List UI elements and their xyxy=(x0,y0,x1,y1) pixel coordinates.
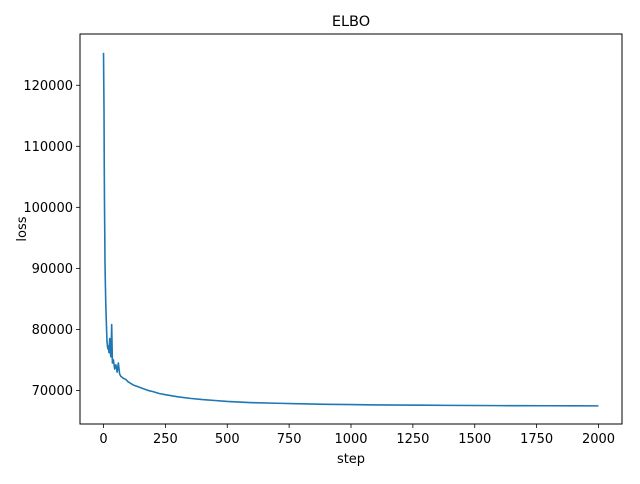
x-tick-label: 1250 xyxy=(396,432,429,447)
plot-area xyxy=(102,52,599,407)
x-tick-label: 2000 xyxy=(582,432,615,447)
chart-title: ELBO xyxy=(332,14,370,30)
y-tick-label: 110000 xyxy=(23,140,73,155)
y-tick-label: 120000 xyxy=(23,79,73,94)
series-line-0 xyxy=(102,52,599,407)
axes-frame xyxy=(79,33,623,425)
x-tick-label: 1500 xyxy=(458,432,491,447)
y-tick-label: 80000 xyxy=(32,323,73,338)
x-tick-label: 250 xyxy=(153,432,178,447)
y-axis-label: loss xyxy=(15,216,30,241)
x-tick-label: 1000 xyxy=(334,432,367,447)
x-tick-label: 1750 xyxy=(520,432,553,447)
x-axis-label: step xyxy=(337,452,365,467)
x-tick-label: 500 xyxy=(215,432,240,447)
y-tick-label: 90000 xyxy=(32,262,73,277)
x-tick-label: 0 xyxy=(99,432,107,447)
y-tick-label: 70000 xyxy=(32,384,73,399)
axis-ticks: 0 250 500 750 1000 1250 1500 1750 2000 70000 80000… xyxy=(23,79,615,447)
y-tick-label: 100000 xyxy=(23,201,73,216)
x-tick-label: 750 xyxy=(277,432,302,447)
